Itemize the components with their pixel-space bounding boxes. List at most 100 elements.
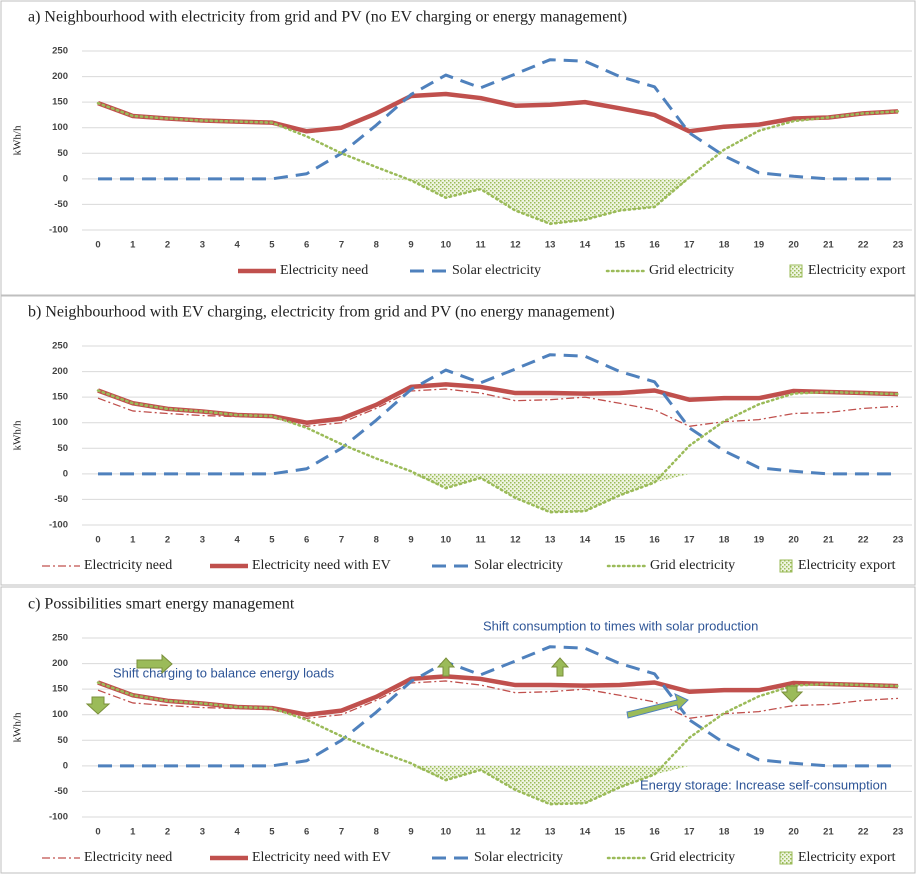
x-tick-label: 2 bbox=[165, 240, 170, 251]
y-tick-label: 150 bbox=[52, 97, 68, 108]
y-tick-label: -50 bbox=[54, 199, 68, 210]
x-tick-label: 2 bbox=[165, 827, 170, 838]
x-tick-label: 8 bbox=[374, 240, 379, 251]
legend-label: Electricity need bbox=[280, 263, 368, 278]
series-line bbox=[97, 382, 899, 425]
x-tick-label: 12 bbox=[510, 240, 521, 251]
series-line bbox=[96, 389, 900, 514]
x-tick-label: 18 bbox=[719, 240, 730, 251]
arrow bbox=[136, 653, 173, 675]
x-tick-label: 4 bbox=[234, 827, 240, 838]
x-tick-label: 9 bbox=[408, 827, 413, 838]
y-tick-label: 50 bbox=[57, 443, 68, 454]
x-tick-label: 1 bbox=[130, 240, 136, 251]
legend-label: Electricity need with EV bbox=[252, 558, 391, 573]
x-tick-label: 23 bbox=[893, 240, 904, 251]
legend-label: Solar electricity bbox=[452, 263, 541, 278]
y-tick-label: 0 bbox=[63, 468, 68, 479]
legend-label: Grid electricity bbox=[649, 263, 734, 278]
legend-label: Electricity export bbox=[798, 850, 896, 865]
x-tick-label: 11 bbox=[476, 827, 487, 838]
x-tick-label: 7 bbox=[339, 827, 344, 838]
y-tick-label: 250 bbox=[52, 633, 68, 644]
y-tick-label: 100 bbox=[52, 122, 68, 133]
annotation: Shift charging to balance energy loads bbox=[113, 665, 335, 680]
y-tick-label: -50 bbox=[54, 494, 68, 505]
chart-title: b) Neighbourhood with EV charging, elect… bbox=[28, 304, 615, 321]
x-tick-label: 14 bbox=[580, 827, 591, 838]
x-tick-label: 22 bbox=[858, 827, 869, 838]
x-tick-label: 23 bbox=[893, 827, 904, 838]
y-axis-label: kWh/h bbox=[12, 420, 24, 450]
x-tick-label: 4 bbox=[234, 240, 240, 251]
y-tick-label: 200 bbox=[52, 658, 68, 669]
arrow bbox=[436, 657, 456, 677]
arrows bbox=[85, 653, 804, 719]
x-tick-label: 2 bbox=[165, 535, 170, 546]
x-tick-label: 14 bbox=[580, 240, 591, 251]
series-line bbox=[96, 681, 900, 806]
x-tick-label: 19 bbox=[754, 827, 765, 838]
export-area bbox=[98, 178, 898, 224]
x-tick-label: 4 bbox=[234, 535, 240, 546]
x-tick-label: 11 bbox=[476, 240, 487, 251]
legend-label: Grid electricity bbox=[650, 558, 735, 573]
x-tick-label: 22 bbox=[858, 535, 869, 546]
x-tick-label: 18 bbox=[719, 535, 730, 546]
legend-label: Electricity export bbox=[798, 558, 896, 573]
x-tick-label: 15 bbox=[614, 827, 625, 838]
y-tick-label: 50 bbox=[57, 735, 68, 746]
x-tick-label: 14 bbox=[580, 535, 591, 546]
y-tick-label: -100 bbox=[49, 225, 68, 236]
x-tick-label: 17 bbox=[684, 240, 695, 251]
x-tick-label: 7 bbox=[339, 240, 344, 251]
x-tick-label: 9 bbox=[408, 535, 413, 546]
x-tick-label: 15 bbox=[614, 240, 625, 251]
legend-label: Solar electricity bbox=[474, 558, 563, 573]
x-tick-label: 0 bbox=[95, 240, 100, 251]
panel-frame bbox=[0, 295, 916, 586]
y-tick-label: 200 bbox=[52, 71, 68, 82]
arrow bbox=[85, 696, 111, 715]
x-tick-label: 6 bbox=[304, 535, 309, 546]
y-axis-label: kWh/h bbox=[12, 125, 24, 155]
x-tick-label: 5 bbox=[269, 535, 275, 546]
y-tick-label: -100 bbox=[49, 520, 68, 531]
x-tick-label: 23 bbox=[893, 535, 904, 546]
x-tick-label: 16 bbox=[649, 535, 660, 546]
x-tick-label: 17 bbox=[684, 827, 695, 838]
x-tick-label: 13 bbox=[545, 240, 556, 251]
x-tick-label: 16 bbox=[649, 240, 660, 251]
x-tick-label: 10 bbox=[441, 827, 452, 838]
annotation: Shift consumption to times with solar pr… bbox=[483, 618, 758, 633]
y-tick-label: -50 bbox=[54, 786, 68, 797]
y-tick-label: -100 bbox=[49, 812, 68, 823]
chart-title: c) Possibilities smart energy management bbox=[28, 596, 295, 613]
x-tick-label: 17 bbox=[684, 535, 695, 546]
x-tick-label: 19 bbox=[754, 240, 765, 251]
x-tick-label: 21 bbox=[823, 535, 834, 546]
x-tick-label: 5 bbox=[269, 827, 275, 838]
y-tick-label: 50 bbox=[57, 148, 68, 159]
legend-label: Solar electricity bbox=[474, 850, 563, 865]
legend-label: Electricity need bbox=[84, 558, 172, 573]
arrow bbox=[626, 693, 689, 719]
x-tick-label: 3 bbox=[200, 240, 205, 251]
x-tick-label: 9 bbox=[408, 240, 413, 251]
y-tick-label: 250 bbox=[52, 46, 68, 57]
annotation: Energy storage: Increase self-consumptio… bbox=[640, 777, 887, 792]
legend-swatch bbox=[779, 559, 793, 573]
x-tick-label: 6 bbox=[304, 827, 309, 838]
chart-title: a) Neighbourhood with electricity from g… bbox=[28, 9, 627, 26]
x-tick-label: 12 bbox=[510, 535, 521, 546]
x-tick-label: 10 bbox=[441, 240, 452, 251]
x-tick-label: 21 bbox=[823, 240, 834, 251]
y-tick-label: 150 bbox=[52, 392, 68, 403]
export-area bbox=[98, 765, 898, 805]
y-tick-label: 250 bbox=[52, 341, 68, 352]
x-tick-label: 8 bbox=[374, 827, 379, 838]
x-tick-label: 0 bbox=[95, 535, 100, 546]
series-line bbox=[97, 674, 899, 717]
y-axis-label: kWh/h bbox=[12, 712, 24, 742]
